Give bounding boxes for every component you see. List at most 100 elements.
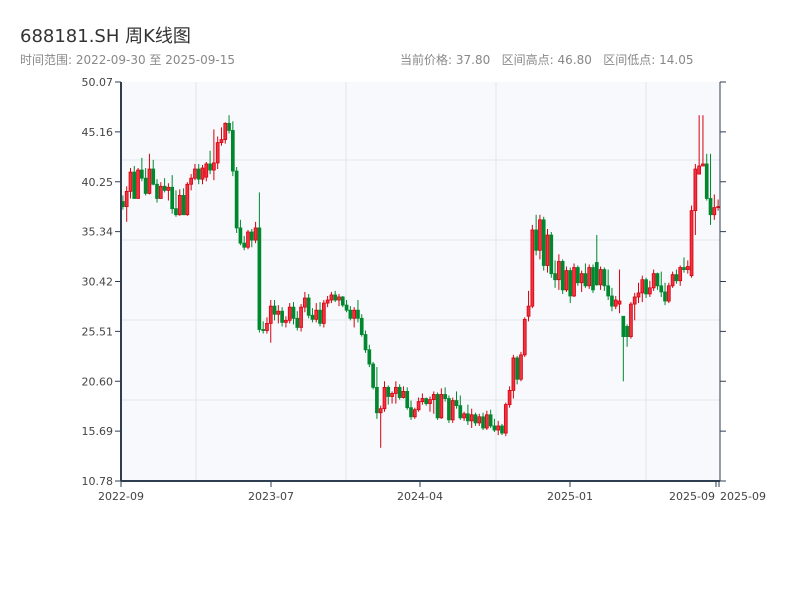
candle-down (409, 407, 413, 418)
candle-up (337, 296, 341, 301)
x-tick-label: 2025-01 (547, 490, 593, 503)
candle-up (128, 171, 133, 192)
candle-up (428, 399, 432, 405)
candle-down (208, 163, 212, 171)
candle-down (359, 317, 364, 335)
candle-up (412, 409, 417, 418)
candle-up (378, 408, 383, 414)
candle-up (689, 210, 694, 277)
candle-up (268, 305, 273, 324)
candle-down (291, 306, 296, 319)
candle-up (617, 300, 622, 305)
candle-down (348, 309, 353, 319)
candle-up (530, 229, 535, 307)
candle-down (405, 391, 410, 409)
candle-down (560, 261, 565, 291)
candle-up (287, 306, 292, 321)
candle-up (666, 285, 671, 302)
candle-down (500, 425, 504, 434)
candle-down (181, 195, 186, 216)
candle-down (295, 317, 300, 328)
candle-up (136, 169, 140, 199)
candle-up (701, 163, 705, 167)
candle-up (215, 142, 220, 164)
candle-up (431, 394, 436, 400)
candle-down (306, 297, 311, 316)
candle-up (511, 357, 516, 391)
y-tick-label: 45.16 (82, 126, 114, 139)
candle-down (458, 405, 463, 419)
candle-up (712, 207, 717, 216)
candle-down (591, 267, 595, 291)
candle-down (272, 305, 277, 315)
candle-up (158, 185, 163, 199)
candle-down (318, 309, 322, 324)
candle-up (394, 386, 398, 394)
plot-background (121, 82, 720, 481)
candle-up (503, 404, 508, 434)
candle-down (356, 309, 360, 319)
candle-up (629, 303, 633, 337)
candle-up (185, 183, 190, 216)
candle-up (390, 393, 394, 397)
candle-up (246, 231, 250, 248)
candle-up (189, 177, 193, 185)
candle-up (439, 394, 444, 419)
candle-up (124, 190, 129, 208)
candle-up (303, 297, 307, 308)
candle-down (515, 357, 520, 380)
candle-up (299, 306, 303, 328)
candle-up (587, 267, 592, 287)
candle-down (659, 285, 664, 293)
candle-up (640, 279, 645, 294)
candle-down (424, 398, 429, 405)
candle-down (333, 294, 338, 301)
candle-up (147, 168, 152, 194)
candle-down (435, 394, 440, 419)
candle-down (602, 269, 607, 287)
x-tick-label: 2023-07 (248, 490, 294, 503)
candle-up (177, 195, 182, 216)
y-tick-label: 30.42 (82, 276, 114, 289)
candle-up (223, 122, 228, 140)
candle-up (651, 273, 656, 289)
candle-down (447, 398, 451, 421)
candle-up (507, 390, 512, 406)
y-tick-label: 25.51 (82, 325, 114, 338)
candle-down (443, 394, 447, 399)
candle-down (481, 416, 485, 429)
x-tick-label: 2022-09 (98, 490, 144, 503)
candle-down (644, 279, 648, 295)
candle-up (522, 318, 527, 356)
candle-down (466, 413, 470, 422)
candle-down (367, 349, 372, 365)
candle-up (450, 400, 455, 421)
candle-down (170, 186, 175, 210)
candle-up (204, 163, 209, 178)
candle-down (280, 310, 284, 323)
candle-down (610, 295, 614, 307)
candle-up (526, 305, 531, 317)
candle-up (716, 206, 720, 209)
candle-up (485, 414, 489, 429)
candle-up (469, 414, 474, 422)
candle-down (340, 296, 345, 306)
candle-down (371, 363, 375, 388)
candle-down (397, 386, 402, 398)
candle-down (162, 185, 167, 191)
y-tick-label: 50.07 (82, 76, 114, 89)
candle-up (329, 294, 334, 301)
x-tick-label: 2025-09 (720, 490, 766, 503)
candle-down (242, 242, 247, 248)
candle-down (534, 229, 538, 251)
candle-down (492, 425, 497, 431)
candle-down (230, 130, 235, 172)
y-tick-label: 10.78 (82, 475, 114, 488)
candle-up (420, 398, 425, 402)
candle-down (249, 231, 254, 241)
candle-up (538, 219, 542, 251)
candle-down (575, 267, 580, 284)
y-tick-label: 15.69 (82, 425, 114, 438)
candle-up (685, 266, 690, 270)
candle-down (174, 208, 178, 216)
